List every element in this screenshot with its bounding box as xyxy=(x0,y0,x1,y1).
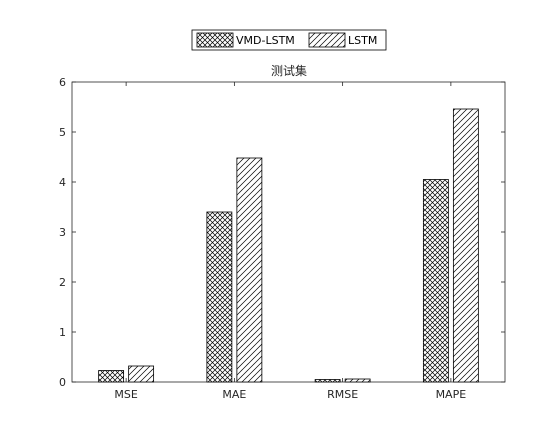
bar-vmd-lstm-mape xyxy=(422,179,449,383)
y-tick-label: 1 xyxy=(59,326,66,339)
bar-vmd-lstm-mae xyxy=(206,211,233,383)
legend-label-lstm: LSTM xyxy=(348,34,377,47)
legend-label-vmd-lstm: VMD-LSTM xyxy=(236,34,295,47)
x-tick-label: MAE xyxy=(222,388,246,401)
x-tick-label: RMSE xyxy=(327,388,358,401)
y-tick-label: 3 xyxy=(59,226,66,239)
x-tick-label: MAPE xyxy=(436,388,467,401)
legend: VMD-LSTM LSTM xyxy=(191,29,387,51)
y-tick-label: 0 xyxy=(59,376,66,389)
y-tick-label: 4 xyxy=(59,176,66,189)
bar-lstm-mae xyxy=(236,157,263,383)
x-tick-label: MSE xyxy=(114,388,137,401)
x-axis: MSE MAE RMSE MAPE xyxy=(114,82,466,401)
bar-series-group xyxy=(98,108,479,383)
y-axis: 0 1 2 3 4 5 6 xyxy=(59,76,505,389)
bar-lstm-mape xyxy=(452,108,479,383)
y-tick-label: 5 xyxy=(59,126,66,139)
bar-vmd-lstm-rmse xyxy=(314,379,341,383)
bar-lstm-mse xyxy=(128,365,155,383)
legend-swatch-lstm xyxy=(308,32,346,48)
legend-swatch-vmd-lstm xyxy=(196,32,234,48)
chart-title: 测试集 xyxy=(271,63,307,78)
bar-vmd-lstm-mse xyxy=(98,370,125,383)
y-tick-label: 2 xyxy=(59,276,66,289)
bar-lstm-rmse xyxy=(344,378,371,383)
y-tick-label: 6 xyxy=(59,76,66,89)
